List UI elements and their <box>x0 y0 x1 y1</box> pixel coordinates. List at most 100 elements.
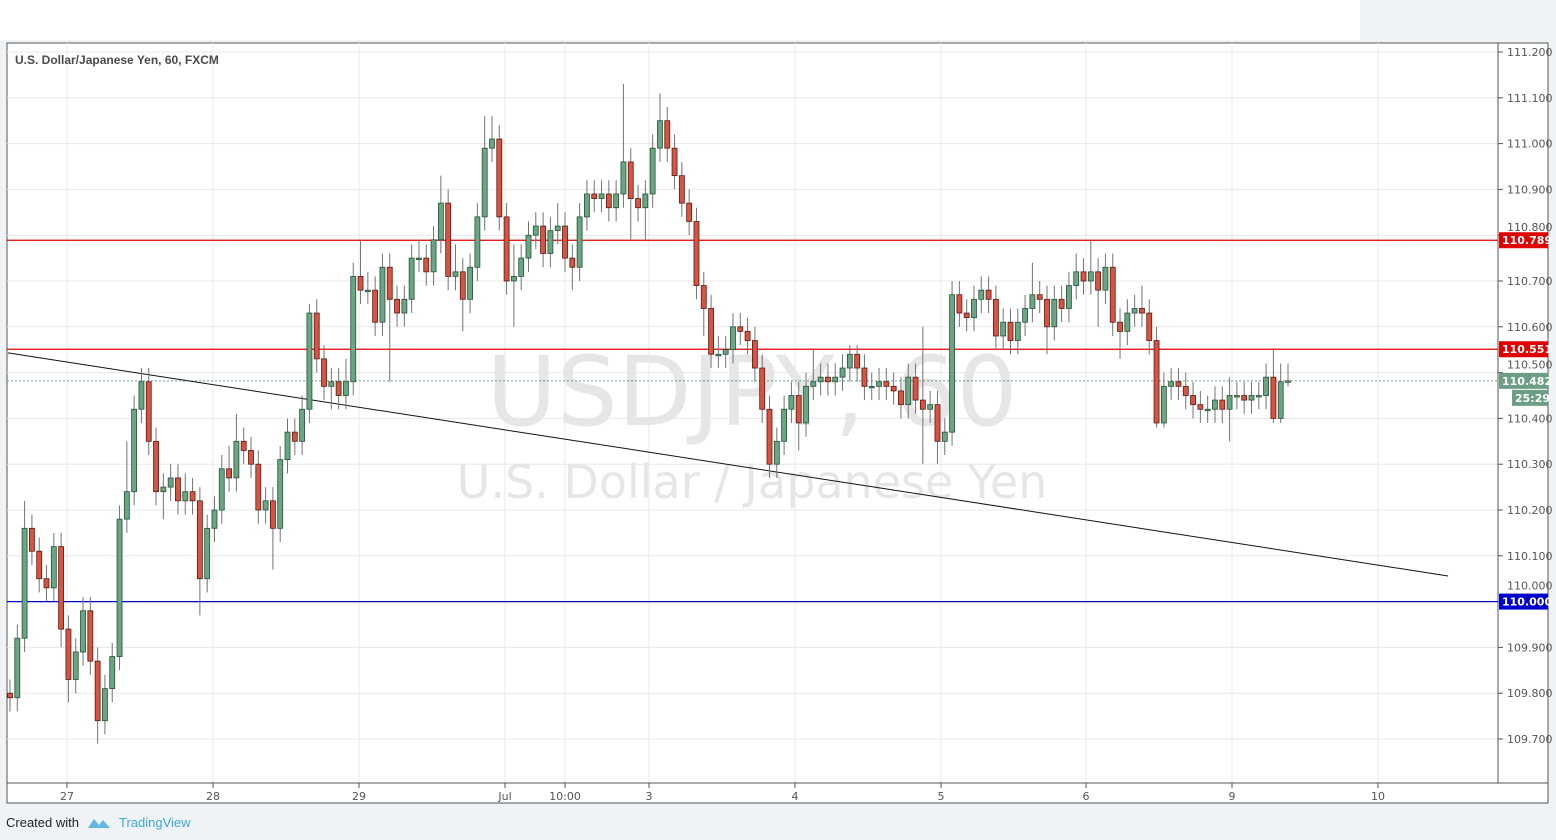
candle-down <box>1139 285 1145 327</box>
candle-body <box>87 610 94 662</box>
candle-up <box>328 368 335 410</box>
candle-up <box>1066 271 1072 323</box>
candle-body <box>817 376 824 383</box>
candle-body <box>620 161 627 195</box>
candle-body <box>1263 376 1269 396</box>
candle-body <box>270 500 276 529</box>
candle-body <box>1007 321 1014 341</box>
candle-body <box>204 527 211 580</box>
price-tick-label: 110.600 <box>1507 321 1553 334</box>
price-tick-label: 110.500 <box>1507 359 1553 372</box>
candle-body <box>525 234 532 259</box>
candle-body <box>452 271 459 277</box>
candle-down <box>7 679 13 712</box>
candle-up <box>233 413 240 492</box>
candle-down <box>686 189 693 236</box>
candle-body <box>357 276 364 291</box>
price-tick-label: 109.800 <box>1507 687 1553 700</box>
last-price-label: 110.482 <box>1502 375 1552 388</box>
price-tick-label: 111.100 <box>1507 92 1553 105</box>
candle-up <box>832 363 839 396</box>
candle-up <box>1212 386 1218 423</box>
tradingview-link[interactable]: TradingView <box>118 815 191 830</box>
candle-down <box>861 354 868 401</box>
candle-body <box>1255 395 1262 398</box>
countdown-label: 25:29 <box>1515 392 1550 405</box>
candle-body <box>744 330 751 341</box>
candle-up <box>518 244 525 291</box>
candle-up <box>138 368 145 423</box>
candle-body <box>730 326 736 351</box>
candle-body <box>145 381 152 442</box>
candle-body <box>94 660 101 722</box>
candle-down <box>992 285 999 350</box>
candle-body <box>773 440 780 465</box>
price-tag-label: 110.551 <box>1502 343 1552 356</box>
candle-down <box>985 276 992 314</box>
candle-body <box>905 376 912 406</box>
candle-down <box>605 180 612 222</box>
candle-down <box>627 148 634 240</box>
candle-body <box>123 491 130 520</box>
candle-body <box>233 440 240 479</box>
candle-down <box>854 345 861 382</box>
candle-body <box>65 628 72 680</box>
candle-up <box>817 363 824 396</box>
candle-body <box>1036 294 1043 300</box>
candle-up <box>905 363 912 419</box>
candle-down <box>956 281 963 327</box>
candle-up <box>182 473 189 515</box>
candle-down <box>1219 386 1226 423</box>
candle-body <box>642 193 649 209</box>
candle-down <box>1080 258 1087 295</box>
candle-body <box>445 202 452 277</box>
price-tick-label: 110.700 <box>1507 275 1553 288</box>
candle-up <box>781 395 788 456</box>
candle-down <box>36 537 43 593</box>
price-tag-label: 110.000 <box>1502 596 1552 609</box>
candle-body <box>1233 395 1240 398</box>
candle-down <box>240 427 247 465</box>
candle-up <box>489 116 495 162</box>
trendline[interactable] <box>7 352 1449 577</box>
candle-down <box>255 450 262 524</box>
candle-up <box>598 180 605 213</box>
candle-body <box>1160 385 1167 424</box>
candle-down <box>795 381 802 451</box>
time-tick-label: 4 <box>792 790 799 803</box>
candle-down <box>423 244 430 286</box>
candle-body <box>299 408 306 442</box>
candle-body <box>1182 385 1189 396</box>
candle-body <box>1044 298 1050 328</box>
candle-body <box>189 491 196 502</box>
candle-up <box>408 244 415 314</box>
candle-down <box>678 161 685 217</box>
candle-body <box>1168 381 1175 387</box>
candle-down <box>226 445 232 492</box>
candle-down <box>58 532 65 648</box>
candle-body <box>240 440 247 451</box>
candle-body <box>971 298 977 319</box>
candle-up <box>642 180 649 240</box>
candle-up <box>102 674 108 735</box>
candle-down <box>1146 299 1153 355</box>
candle-up <box>1073 253 1080 300</box>
candle-body <box>605 193 612 209</box>
time-axis[interactable]: 27 28 29 Jul 10:00 3 4 5 6 9 10 <box>60 783 1385 803</box>
candle-body <box>956 294 963 314</box>
candle-up <box>123 441 130 533</box>
time-tick-label: 9 <box>1229 790 1236 803</box>
candle-body <box>1248 395 1255 401</box>
candle-body <box>883 381 890 387</box>
candle-down <box>1117 308 1123 359</box>
candle-body <box>766 408 773 465</box>
candle-body <box>985 289 992 300</box>
candle-up <box>14 624 21 712</box>
candles <box>7 84 1291 744</box>
candle-body <box>496 138 503 218</box>
time-tick-label: 28 <box>206 790 220 803</box>
candle-body <box>671 147 678 177</box>
price-axis[interactable]: 109.700 109.800 109.900 110.000 110.100 110.2… <box>1498 46 1553 746</box>
candle-up <box>50 532 57 602</box>
